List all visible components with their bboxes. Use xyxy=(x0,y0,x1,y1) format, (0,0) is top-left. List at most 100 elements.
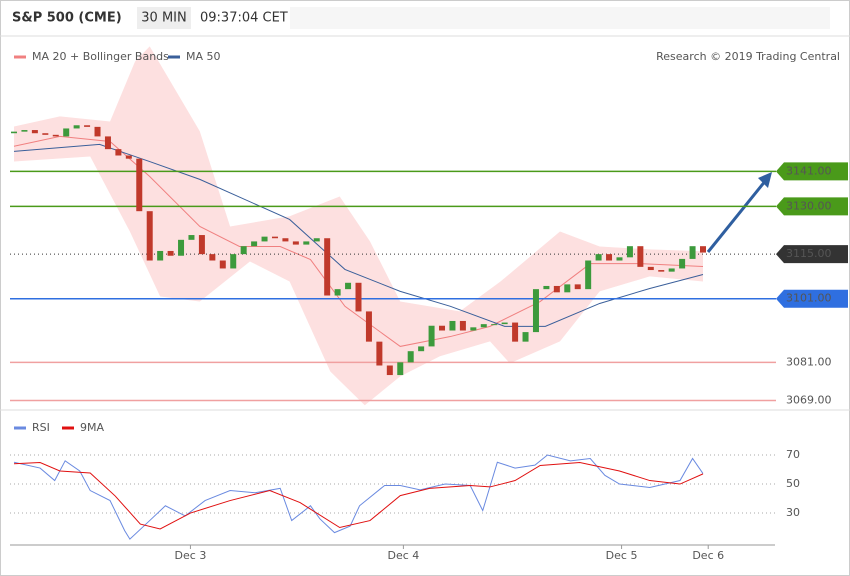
candle-body xyxy=(679,258,686,269)
candle-body xyxy=(198,235,205,255)
candle-body xyxy=(647,266,654,271)
y-tick-label: 70 xyxy=(786,448,800,461)
candle-body xyxy=(178,239,185,256)
candle-body xyxy=(585,260,592,290)
candle-body xyxy=(512,322,519,342)
level-tag xyxy=(776,289,848,308)
level-label: 3069.00 xyxy=(786,394,832,407)
candle-body xyxy=(271,236,278,239)
candle-body xyxy=(334,289,341,296)
candle-body xyxy=(428,325,435,347)
candle-body xyxy=(313,238,320,242)
candle-body xyxy=(125,155,132,159)
level-label: 3130.00 xyxy=(786,199,832,212)
level-label: 3115.00 xyxy=(786,247,832,260)
candle-body xyxy=(136,158,143,212)
series-line xyxy=(13,454,704,540)
candle-body xyxy=(637,246,644,267)
interval[interactable]: 30 MIN xyxy=(141,11,186,26)
candle-body xyxy=(626,246,633,258)
credit: Research © 2019 Trading Central xyxy=(656,50,840,63)
candle-body xyxy=(104,136,111,150)
candle-body xyxy=(251,241,258,247)
candle-body xyxy=(188,235,195,240)
candle-body xyxy=(543,285,550,290)
candle-body xyxy=(240,246,247,255)
candle-body xyxy=(376,341,383,366)
forecast-arrow xyxy=(706,179,768,253)
candle-body xyxy=(11,131,17,134)
candle-body xyxy=(449,320,456,331)
candle-body xyxy=(386,365,393,376)
candle-body xyxy=(470,327,477,331)
y-tick-label: 30 xyxy=(786,506,800,519)
candle-body xyxy=(595,254,602,261)
candle-body xyxy=(324,238,331,296)
candle-body xyxy=(355,282,362,312)
candle-body xyxy=(209,254,216,261)
candle-body xyxy=(146,211,153,261)
candle-body xyxy=(167,250,174,256)
candle-body xyxy=(418,346,425,352)
legend-label: MA 50 xyxy=(186,50,221,63)
instrument-title: S&P 500 (CME) xyxy=(12,11,122,26)
candle-body xyxy=(689,246,696,259)
ma50-line xyxy=(13,143,704,327)
legend-label: MA 20 + Bollinger Bands xyxy=(32,50,169,63)
candle-body xyxy=(282,238,289,242)
candle-body xyxy=(397,362,404,376)
series-line xyxy=(13,462,704,530)
candle-body xyxy=(94,126,101,137)
candle-body xyxy=(574,284,581,290)
candle-body xyxy=(52,134,59,137)
level-tag xyxy=(776,245,848,264)
candle-body xyxy=(700,246,706,253)
candle-body xyxy=(439,325,446,331)
candle-body xyxy=(21,130,28,132)
candle-body xyxy=(522,332,529,342)
candle-body xyxy=(84,125,91,127)
x-tick-label: Dec 3 xyxy=(175,549,207,562)
candle-body xyxy=(31,130,38,134)
candle-body xyxy=(345,282,352,290)
candle-body xyxy=(501,322,508,325)
x-tick-label: Dec 5 xyxy=(606,549,638,562)
candle-body xyxy=(292,241,299,245)
candle-body xyxy=(303,241,310,245)
level-tag xyxy=(776,162,848,181)
candle-body xyxy=(532,289,539,333)
candle-body xyxy=(668,268,675,272)
level-label: 3141.00 xyxy=(786,164,832,177)
time: 09:37:04 CET xyxy=(200,11,288,26)
candle-body xyxy=(658,270,665,272)
level-label: 3081.00 xyxy=(786,355,832,368)
toolbar xyxy=(290,7,830,29)
level-label: 3101.00 xyxy=(786,292,832,305)
candle-body xyxy=(606,254,613,261)
candle-body xyxy=(230,254,237,269)
candle-body xyxy=(553,285,560,293)
level-tag xyxy=(776,197,848,216)
legend-label: 9MA xyxy=(80,421,104,434)
interval-box[interactable] xyxy=(137,7,191,29)
candle-body xyxy=(365,311,372,342)
arrow-head xyxy=(758,172,772,188)
candle-body xyxy=(63,128,70,137)
candle-body xyxy=(616,257,623,261)
candle-body xyxy=(459,320,466,331)
candle-body xyxy=(261,236,268,242)
candle-body xyxy=(564,284,571,293)
candle-body xyxy=(407,351,414,363)
candle-body xyxy=(42,133,49,135)
x-tick-label: Dec 6 xyxy=(692,549,724,562)
candle-body xyxy=(115,149,122,156)
candle-body xyxy=(219,260,226,269)
candle-body xyxy=(491,324,498,326)
bollinger-band xyxy=(14,46,703,406)
candle-body xyxy=(480,324,487,328)
candle-body xyxy=(157,250,164,261)
y-tick-label: 50 xyxy=(786,477,800,490)
x-tick-label: Dec 4 xyxy=(387,549,419,562)
legend-label: RSI xyxy=(32,421,50,434)
